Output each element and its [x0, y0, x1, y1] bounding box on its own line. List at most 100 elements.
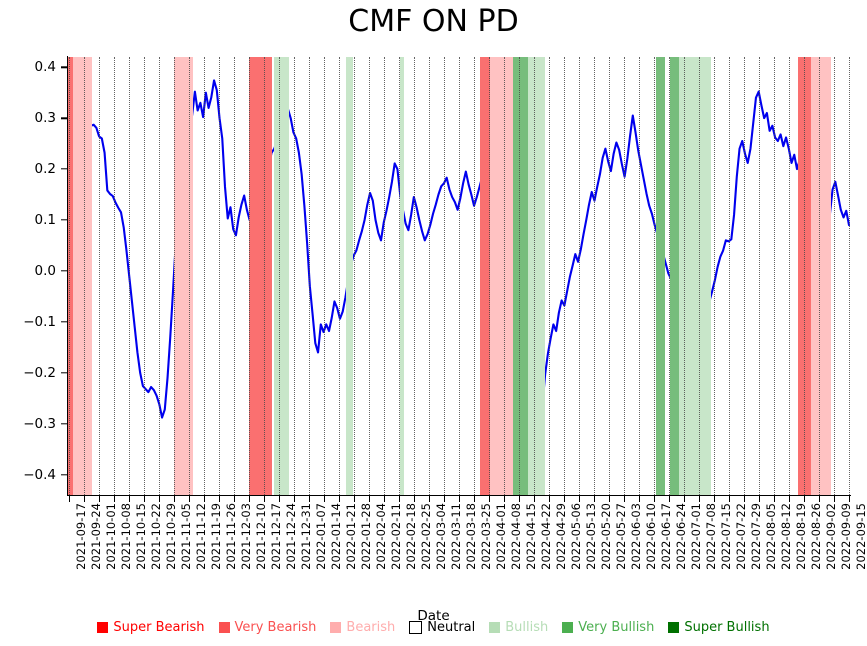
legend: Super Bearish Very Bearish Bearish Neutral B…: [0, 620, 867, 635]
x-tick-label: 2022-05-27: [614, 503, 628, 570]
gridline: [549, 57, 550, 495]
band-very-bullish: [512, 57, 528, 495]
y-tick-label: 0.1: [34, 211, 56, 228]
legend-item-super-bullish[interactable]: Super Bullish: [668, 620, 770, 635]
x-tick-label: 2022-09-15: [854, 503, 867, 570]
gridline: [534, 57, 535, 495]
gridline: [819, 57, 820, 495]
x-tick-label: 2022-04-22: [539, 503, 553, 570]
gridline: [399, 57, 400, 495]
band-bearish: [72, 57, 93, 495]
legend-label: Bullish: [505, 620, 549, 635]
gridline: [114, 57, 115, 495]
band-very-bullish: [656, 57, 665, 495]
gridline: [369, 57, 370, 495]
gridline: [384, 57, 385, 495]
x-tick-label: 2021-11-26: [224, 503, 238, 570]
gridline: [474, 57, 475, 495]
x-tick-mark: [834, 496, 836, 502]
x-tick-label: 2022-06-10: [644, 503, 658, 570]
gridline: [759, 57, 760, 495]
x-tick-label: 2021-11-12: [194, 503, 208, 570]
x-tick-label: 2022-08-12: [779, 503, 793, 570]
plot-area: [68, 57, 850, 495]
x-tick-label: 2021-12-17: [269, 503, 283, 570]
x-tick-label: 2021-10-01: [104, 503, 118, 570]
legend-item-very-bullish[interactable]: Very Bullish: [562, 620, 654, 635]
x-tick-mark: [384, 496, 386, 502]
x-tick-label: 2022-01-21: [344, 503, 358, 570]
x-tick-mark: [189, 496, 191, 502]
x-tick-mark: [354, 496, 356, 502]
y-axis-line: [67, 56, 69, 496]
x-tick-mark: [804, 496, 806, 502]
gridline: [339, 57, 340, 495]
y-tick-mark: [61, 270, 68, 272]
band-very-bearish: [480, 57, 491, 495]
gridline: [189, 57, 190, 495]
x-tick-label: 2022-01-07: [314, 503, 328, 570]
band-bullish: [399, 57, 405, 495]
y-tick-label: 0.4: [34, 59, 56, 76]
y-tick-mark: [61, 117, 68, 119]
x-tick-label: 2022-05-20: [599, 503, 613, 570]
x-tick-mark: [159, 496, 161, 502]
x-tick-mark: [369, 496, 371, 502]
gridline: [489, 57, 490, 495]
x-tick-mark: [744, 496, 746, 502]
gridline: [594, 57, 595, 495]
x-tick-mark: [399, 496, 401, 502]
gridline: [279, 57, 280, 495]
band-very-bullish: [670, 57, 679, 495]
gridline: [69, 57, 70, 495]
x-tick-mark: [654, 496, 656, 502]
x-tick-label: 2022-01-28: [359, 503, 373, 570]
y-tick-mark: [61, 372, 68, 374]
legend-swatch: [489, 622, 501, 633]
band-bearish: [174, 57, 194, 495]
legend-swatch: [562, 622, 574, 633]
gridline: [414, 57, 415, 495]
x-tick-mark: [849, 496, 851, 502]
x-tick-mark: [279, 496, 281, 502]
x-tick-label: 2022-01-14: [329, 503, 343, 570]
gridline: [804, 57, 805, 495]
gridline: [789, 57, 790, 495]
x-tick-mark: [414, 496, 416, 502]
x-tick-label: 2021-12-24: [284, 503, 298, 570]
gridline: [264, 57, 265, 495]
x-tick-label: 2021-12-03: [239, 503, 253, 570]
x-tick-label: 2022-03-04: [434, 503, 448, 570]
gridline: [609, 57, 610, 495]
x-tick-label: 2021-11-19: [209, 503, 223, 570]
y-tick-mark: [61, 219, 68, 221]
y-tick-label: −0.1: [23, 313, 56, 330]
x-tick-mark: [69, 496, 71, 502]
x-tick-label: 2021-10-15: [134, 503, 148, 570]
legend-item-super-bearish[interactable]: Super Bearish: [97, 620, 205, 635]
y-tick-label: −0.3: [23, 415, 56, 432]
legend-item-bullish[interactable]: Bullish: [489, 620, 548, 635]
legend-item-bearish[interactable]: Bearish: [330, 620, 395, 635]
x-tick-label: 2021-12-10: [254, 503, 268, 570]
legend-swatch: [668, 622, 680, 633]
legend-label: Super Bearish: [113, 620, 205, 635]
x-tick-mark: [174, 496, 176, 502]
x-tick-label: 2021-12-31: [299, 503, 313, 570]
x-tick-label: 2021-10-22: [149, 503, 163, 570]
y-tick-label: 0.0: [34, 262, 56, 279]
legend-item-neutral[interactable]: Neutral: [409, 620, 475, 635]
x-tick-label: 2022-09-02: [824, 503, 838, 570]
x-tick-mark: [564, 496, 566, 502]
band-very-bearish: [68, 57, 73, 495]
x-tick-label: 2021-10-08: [119, 503, 133, 570]
gridline: [204, 57, 205, 495]
x-tick-mark: [294, 496, 296, 502]
legend-item-very-bearish[interactable]: Very Bearish: [218, 620, 316, 635]
x-tick-label: 2021-09-17: [74, 503, 88, 570]
x-tick-label: 2022-02-11: [389, 503, 403, 570]
x-tick-mark: [504, 496, 506, 502]
legend-label: Bearish: [346, 620, 396, 635]
x-tick-mark: [669, 496, 671, 502]
